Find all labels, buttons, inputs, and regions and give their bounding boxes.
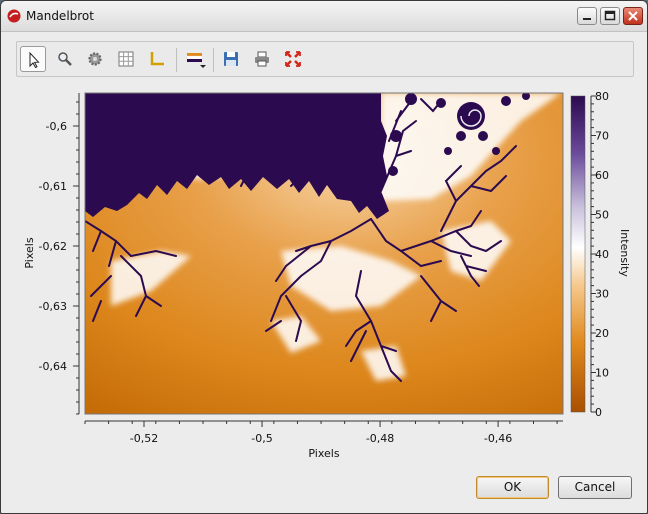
toolbar-separator (176, 48, 177, 72)
save-tool-button[interactable] (218, 46, 244, 72)
colormap-icon (186, 53, 206, 68)
y-tick-label: -0,64 (39, 360, 67, 373)
heatmap-image (85, 93, 563, 414)
close-icon (628, 11, 638, 21)
y-tick-label: -0,61 (39, 180, 67, 193)
y-tick-label: -0,63 (39, 300, 67, 313)
colorbar-tick-label: 60 (595, 169, 609, 182)
y-tick-label: -0,62 (39, 240, 67, 253)
toolbar (16, 41, 634, 77)
x-tick-label: -0,52 (130, 432, 158, 445)
grid-tool-button[interactable] (113, 46, 139, 72)
colorbar-tick-label: 20 (595, 327, 609, 340)
colorbar-tick-label: 80 (595, 90, 609, 103)
colorbar-tick-label: 30 (595, 288, 609, 301)
zoom-tool-button[interactable] (52, 46, 78, 72)
maximize-icon (604, 10, 616, 21)
colorbar-axis: 80 70 60 50 40 30 20 10 0 (591, 90, 609, 419)
print-tool-button[interactable] (249, 46, 275, 72)
colorbar-tick-label: 10 (595, 367, 609, 380)
fit-tool-button[interactable] (280, 46, 306, 72)
printer-icon (255, 51, 269, 67)
colorbar-tick-label: 40 (595, 248, 609, 261)
cancel-button[interactable]: Cancel (558, 476, 632, 499)
pointer-tool-button[interactable] (20, 46, 46, 72)
colormap-tool-button[interactable] (181, 46, 207, 72)
magnifier-icon (58, 52, 72, 66)
colorbar (570, 95, 586, 413)
colorbar-tick-label: 0 (595, 406, 602, 419)
ok-button[interactable]: OK (476, 476, 549, 499)
title-bar[interactable]: Mandelbrot (1, 1, 647, 32)
grid-icon (118, 51, 134, 67)
colorbar-tick-label: 50 (595, 209, 609, 222)
minimize-button[interactable] (577, 7, 597, 25)
x-tick-label: -0,48 (366, 432, 394, 445)
minimize-icon (583, 18, 591, 20)
axes-tool-button[interactable] (144, 46, 170, 72)
app-icon (7, 9, 21, 23)
toolbar-separator (213, 48, 214, 72)
mandelbrot-plot[interactable]: -0,6-0,61-0,62-0,63-0,64 -0,52 -0,5 -0,48-… (1, 81, 647, 467)
x-axis-label: Pixels (308, 447, 339, 460)
maximize-button[interactable] (600, 7, 620, 25)
fit-view-icon (285, 51, 301, 67)
close-button[interactable] (623, 7, 643, 25)
x-tick-label: -0,46 (484, 432, 512, 445)
x-axis: -0,52 -0,5 -0,48 -0,46 (84, 421, 558, 445)
colorbar-tick-label: 70 (595, 130, 609, 143)
save-icon (224, 52, 238, 66)
y-tick-label: -0,6 (46, 120, 67, 133)
cursor-icon (29, 51, 40, 69)
settings-tool-button[interactable] (82, 46, 108, 72)
y-axis: -0,6 -0,61 -0,62 -0,63 -0,64 (39, 101, 79, 415)
colorbar-label: Intensity (618, 229, 631, 277)
y-axis-label: Pixels (23, 237, 36, 268)
axes-icon (150, 52, 164, 66)
gear-icon (88, 52, 102, 66)
x-tick-label: -0,5 (251, 432, 272, 445)
window-title: Mandelbrot (26, 9, 94, 23)
